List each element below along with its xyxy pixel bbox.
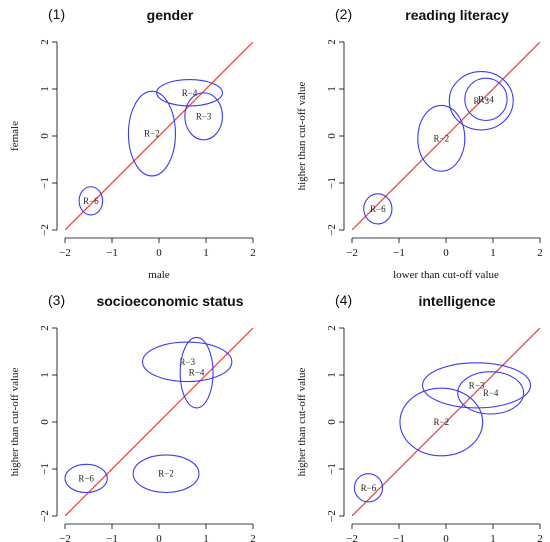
- ellipse-label: R−3: [179, 357, 195, 367]
- ellipse-label: R−3: [473, 96, 489, 106]
- y-tick-label: 0: [326, 133, 338, 139]
- reference-line: [352, 328, 540, 516]
- x-tick-label: 1: [203, 247, 209, 259]
- reference-line: [65, 42, 253, 230]
- ellipse-R2: [399, 387, 484, 457]
- y-axis-label: female: [9, 121, 21, 151]
- y-tick-label: −1: [39, 463, 51, 475]
- x-tick-label: 0: [443, 247, 449, 259]
- ellipse-label: R−4: [483, 388, 499, 398]
- x-tick-label: 2: [537, 247, 543, 259]
- ellipse-R4: [457, 371, 525, 415]
- ellipse-R3: [141, 341, 233, 383]
- x-tick-label: 0: [443, 533, 449, 542]
- panel-title: socioeconomic status: [96, 293, 243, 309]
- ellipse-label: R−2: [144, 129, 160, 139]
- x-tick-label: −1: [106, 533, 118, 542]
- x-axis-label: male: [148, 269, 169, 281]
- ellipse-R4: [156, 79, 223, 107]
- reference-line: [352, 42, 540, 230]
- ellipse-R4: [179, 336, 214, 409]
- ellipse-label: R−4: [189, 368, 205, 378]
- panel-number: (2): [335, 6, 352, 22]
- panel-title: intelligence: [418, 293, 495, 309]
- y-tick-label: 1: [326, 372, 338, 378]
- chart-panel-2: (2) reading literacy R−3R−4 R−2 R−6 −2 −1 0 1 2 −2…: [296, 6, 543, 281]
- x-tick-label: −2: [59, 247, 71, 259]
- y-tick-label: 2: [39, 39, 51, 45]
- y-tick-label: 0: [39, 133, 51, 139]
- y-tick-label: 0: [39, 419, 51, 425]
- y-tick-label: 0: [326, 419, 338, 425]
- x-tick-label: −1: [393, 533, 405, 542]
- x-tick-label: −1: [106, 247, 118, 259]
- x-tick-label: −1: [393, 247, 405, 259]
- ellipse-label: R−6: [83, 196, 99, 206]
- y-tick-label: −2: [326, 510, 338, 522]
- x-tick-label: 0: [156, 533, 162, 542]
- ellipse-R6: [78, 186, 104, 216]
- ellipse-R2: [132, 454, 200, 494]
- x-tick-label: 2: [250, 247, 256, 259]
- ellipse-label: R−6: [78, 473, 94, 483]
- ellipse-R3: [421, 362, 532, 409]
- reference-line: [65, 328, 253, 516]
- x-tick-label: −2: [59, 533, 71, 542]
- ellipse-label: R−2: [434, 417, 450, 427]
- y-tick-label: 2: [326, 39, 338, 45]
- y-axis-label: higher than cut-off value: [296, 81, 308, 190]
- ellipse-R6: [363, 193, 393, 225]
- x-tick-label: 1: [490, 247, 496, 259]
- x-tick-label: −2: [346, 533, 358, 542]
- y-tick-label: 2: [326, 325, 338, 331]
- ellipse-label: R−3: [196, 111, 212, 121]
- panel-number: (1): [48, 6, 65, 22]
- ellipse-R6: [353, 473, 384, 503]
- y-tick-label: −2: [39, 224, 51, 236]
- y-tick-label: −1: [39, 177, 51, 189]
- y-tick-label: 1: [326, 86, 338, 92]
- y-tick-label: 1: [39, 86, 51, 92]
- ellipse-label: R−3: [469, 380, 485, 390]
- x-tick-label: −2: [346, 247, 358, 259]
- y-tick-label: −1: [326, 463, 338, 475]
- panel-title: gender: [147, 7, 194, 23]
- ellipse-label: R−6: [361, 483, 377, 493]
- chart-panel-3: (3) socioeconomic status R−3R−4 R−2 R−6 −2 −1 0…: [9, 292, 256, 542]
- panel-title: reading literacy: [405, 7, 509, 23]
- x-tick-label: 0: [156, 247, 162, 259]
- ellipse-label: R−6: [370, 204, 386, 214]
- panel-number: (3): [48, 292, 65, 308]
- ellipse-R6: [64, 463, 108, 494]
- y-axis-label: higher than cut-off value: [296, 367, 308, 476]
- panel-number: (4): [335, 292, 352, 308]
- chart-panel-4: (4) intelligence R−3R−4 R−2 R−6 −2 −1 0 1 2 −2 −1 0 1…: [296, 292, 543, 542]
- x-tick-label: 1: [203, 533, 209, 542]
- y-tick-label: 2: [39, 325, 51, 331]
- y-tick-label: 1: [39, 372, 51, 378]
- ellipse-R4: [464, 77, 508, 122]
- ellipse-R3: [448, 71, 514, 131]
- x-tick-label: 2: [537, 533, 543, 542]
- ellipse-label: R−2: [434, 133, 450, 143]
- y-tick-label: −1: [326, 177, 338, 189]
- x-tick-label: 1: [490, 533, 496, 542]
- ellipse-label: R−4: [478, 94, 494, 104]
- x-tick-label: 2: [250, 533, 256, 542]
- chart-panel-1: (1) gender R−4 R−3 R−2 R−6 −2 −1 0 1 2 −2 −1 0 1 2 male f…: [9, 6, 256, 281]
- y-tick-label: −2: [326, 224, 338, 236]
- ellipse-label: R−4: [182, 88, 198, 98]
- ellipse-R2: [127, 90, 176, 177]
- ellipse-R2: [417, 104, 466, 172]
- ellipse-label: R−2: [158, 469, 174, 479]
- x-axis-label: lower than cut-off value: [393, 269, 499, 281]
- ellipse-R3: [184, 92, 223, 141]
- y-tick-label: −2: [39, 510, 51, 522]
- y-axis-label: higher than cut-off value: [9, 367, 21, 476]
